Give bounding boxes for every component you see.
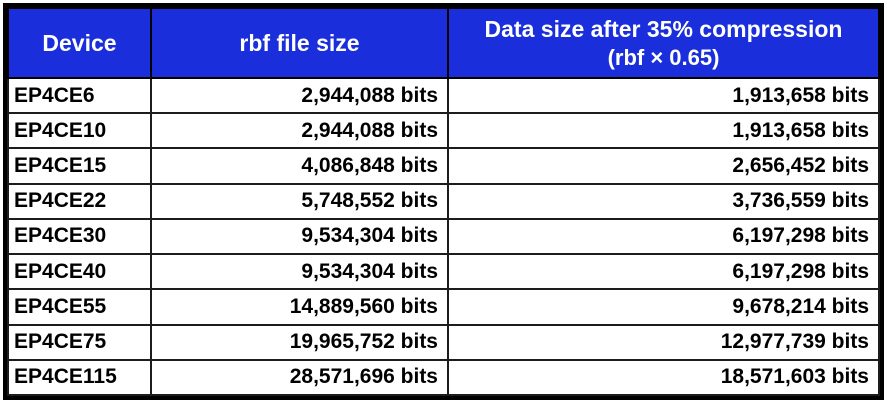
device-cell: EP4CE115 bbox=[7, 358, 152, 397]
device-compression-table-frame: Device rbf file size Data size after 35%… bbox=[3, 3, 884, 400]
header-row: Device rbf file size Data size after 35%… bbox=[7, 7, 880, 79]
device-compression-table: Device rbf file size Data size after 35%… bbox=[7, 7, 880, 397]
table-row: EP4CE40 9,534,304 bits 6,197,298 bits bbox=[7, 253, 880, 291]
device-cell: EP4CE55 bbox=[7, 288, 152, 326]
rbf-size-cell: 4,086,848 bits bbox=[150, 147, 449, 185]
device-cell: EP4CE40 bbox=[7, 253, 152, 291]
compressed-size-cell: 1,913,658 bits bbox=[447, 76, 880, 115]
rbf-size-cell: 5,748,552 bits bbox=[150, 182, 449, 220]
rbf-size-cell: 9,534,304 bits bbox=[150, 253, 449, 291]
rbf-size-cell: 2,944,088 bits bbox=[150, 76, 449, 115]
rbf-size-cell: 9,534,304 bits bbox=[150, 217, 449, 256]
header-device: Device bbox=[7, 7, 152, 79]
rbf-size-cell: 19,965,752 bits bbox=[150, 323, 449, 361]
device-cell: EP4CE30 bbox=[7, 217, 152, 256]
device-cell: EP4CE10 bbox=[7, 112, 152, 150]
device-cell: EP4CE22 bbox=[7, 182, 152, 220]
rbf-size-cell: 14,889,560 bits bbox=[150, 288, 449, 326]
header-compressed-line1: Data size after 35% compression bbox=[484, 15, 843, 42]
device-cell: EP4CE6 bbox=[7, 76, 152, 115]
compressed-size-cell: 1,913,658 bits bbox=[447, 112, 880, 150]
table-body: EP4CE6 2,944,088 bits 1,913,658 bits EP4… bbox=[7, 76, 880, 397]
table-row: EP4CE55 14,889,560 bits 9,678,214 bits bbox=[7, 288, 880, 326]
device-cell: EP4CE15 bbox=[7, 147, 152, 185]
compressed-size-cell: 6,197,298 bits bbox=[447, 253, 880, 291]
header-compressed-size: Data size after 35% compression (rbf × 0… bbox=[447, 7, 880, 79]
rbf-size-cell: 28,571,696 bits bbox=[150, 358, 449, 397]
table-row: EP4CE30 9,534,304 bits 6,197,298 bits bbox=[7, 217, 880, 256]
table-row: EP4CE10 2,944,088 bits 1,913,658 bits bbox=[7, 112, 880, 150]
compressed-size-cell: 9,678,214 bits bbox=[447, 288, 880, 326]
compressed-size-cell: 18,571,603 bits bbox=[447, 358, 880, 397]
header-compressed-line2: (rbf × 0.65) bbox=[607, 44, 720, 70]
compressed-size-cell: 12,977,739 bits bbox=[447, 323, 880, 361]
header-rbf-file-size: rbf file size bbox=[150, 7, 449, 79]
table-header: Device rbf file size Data size after 35%… bbox=[7, 7, 880, 79]
compressed-size-cell: 6,197,298 bits bbox=[447, 217, 880, 256]
table-row: EP4CE22 5,748,552 bits 3,736,559 bits bbox=[7, 182, 880, 220]
table-row: EP4CE75 19,965,752 bits 12,977,739 bits bbox=[7, 323, 880, 361]
table-row: EP4CE15 4,086,848 bits 2,656,452 bits bbox=[7, 147, 880, 185]
compressed-size-cell: 3,736,559 bits bbox=[447, 182, 880, 220]
table-row: EP4CE115 28,571,696 bits 18,571,603 bits bbox=[7, 358, 880, 397]
device-cell: EP4CE75 bbox=[7, 323, 152, 361]
rbf-size-cell: 2,944,088 bits bbox=[150, 112, 449, 150]
compressed-size-cell: 2,656,452 bits bbox=[447, 147, 880, 185]
table-row: EP4CE6 2,944,088 bits 1,913,658 bits bbox=[7, 76, 880, 115]
